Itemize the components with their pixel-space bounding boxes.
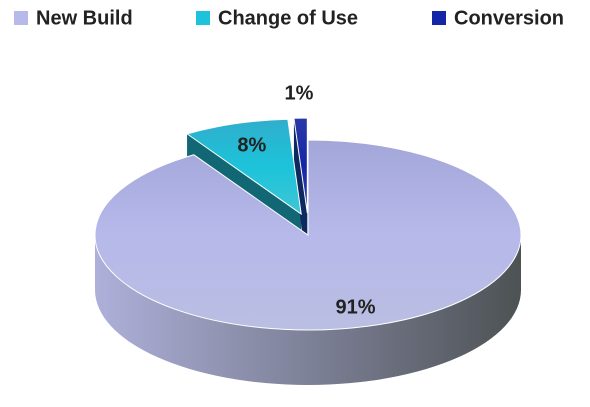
pie-slice bbox=[293, 117, 308, 214]
data-label: 91% bbox=[336, 296, 376, 318]
legend-swatch bbox=[432, 11, 446, 25]
data-label: 8% bbox=[237, 135, 266, 157]
data-label: 1% bbox=[284, 83, 313, 105]
legend-label: New Build bbox=[36, 7, 133, 29]
legend-swatch bbox=[14, 11, 28, 25]
pie-slice bbox=[94, 139, 522, 331]
slice-wall bbox=[95, 235, 521, 385]
legend-label: Conversion bbox=[454, 7, 564, 29]
legend-label: Change of Use bbox=[218, 7, 358, 29]
legend-swatch bbox=[196, 11, 210, 25]
slice-side bbox=[293, 118, 308, 269]
pie-slice bbox=[185, 118, 302, 216]
